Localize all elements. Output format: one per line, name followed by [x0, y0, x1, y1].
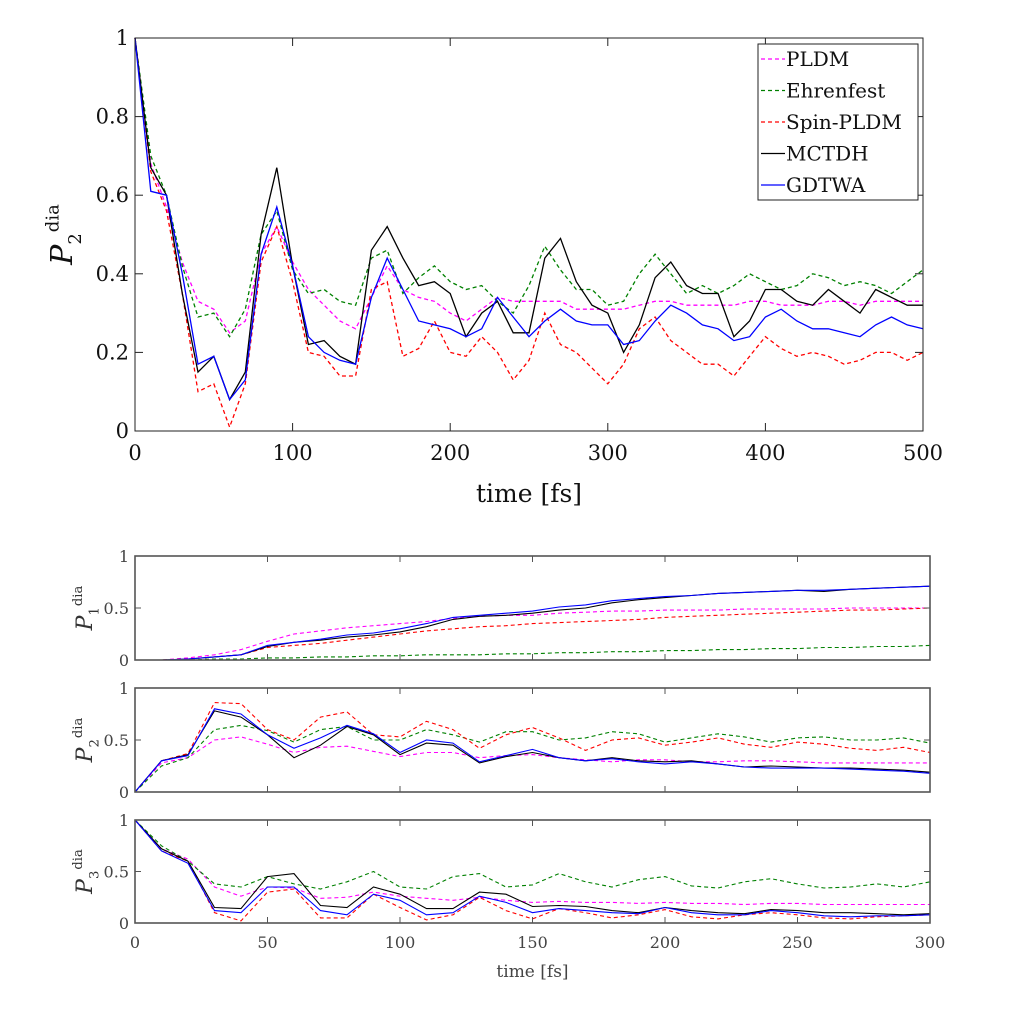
x-tick-label: 200 [430, 441, 470, 465]
y-label-sup: dia [43, 204, 64, 232]
x-tick-label: 250 [782, 933, 813, 952]
y-label-sub: 3 [88, 871, 103, 879]
series-group [134, 702, 931, 793]
x-tick-label: 0 [128, 441, 141, 465]
y-label-symbol: P [73, 878, 98, 895]
series-line-spin-pldm [134, 37, 924, 430]
x-tick-label: 100 [385, 933, 416, 952]
y-label-sub: 1 [88, 607, 103, 615]
chart-panel-1: 0 100 200 300 400 500 0 0.2 0.4 0.6 0.8 1 P2dia time … [43, 26, 944, 508]
series-group [134, 37, 924, 430]
x-tick-label: 50 [257, 933, 277, 952]
y-label-sub: 2 [65, 233, 86, 244]
legend-label: PLDM [786, 47, 849, 71]
series-line-0 [135, 607, 930, 661]
y-tick-label: 1 [119, 811, 129, 830]
x-tick-label: 150 [517, 933, 548, 952]
y-label-symbol: P [45, 244, 80, 266]
series-line-0 [134, 736, 930, 793]
y-axis-label: P2dia [71, 718, 103, 764]
x-tick-label: 400 [745, 441, 785, 465]
chart-panel-4: 0 50 100 150 200 250 300 0 0.5 1 P3dia time [fs] [71, 811, 945, 982]
series-line-2 [134, 702, 931, 793]
y-tick-label: 0.2 [96, 340, 129, 364]
y-tick-label: 0 [119, 783, 129, 802]
series-line-ehrenfest [134, 37, 924, 338]
y-tick-label: 0 [116, 419, 129, 443]
series-line-gdtwa [134, 37, 924, 401]
series-group [135, 585, 931, 661]
axes-frame [134, 687, 931, 793]
series-line-2 [134, 819, 931, 922]
y-axis-label: P3dia [71, 849, 103, 895]
y-label-sub: 2 [88, 739, 103, 747]
y-tick-label: 1 [119, 547, 129, 566]
x-tick-label: 500 [903, 441, 943, 465]
axes-frame [134, 37, 924, 432]
series-line-2 [135, 607, 931, 661]
y-tick-label: 0.5 [104, 863, 129, 882]
legend: PLDM Ehrenfest Spin-PLDM MCTDH GDTWA [757, 43, 919, 201]
y-tick-label: 1 [116, 26, 129, 50]
series-line-3 [134, 710, 931, 793]
x-tick-label: 300 [915, 933, 946, 952]
series-line-1 [134, 724, 931, 793]
axes-frame [134, 555, 931, 661]
y-tick-label: 0.8 [96, 105, 129, 129]
legend-label: Spin-PLDM [786, 110, 902, 134]
y-axis-label: P2dia [43, 204, 87, 266]
x-tick-label: 200 [650, 933, 681, 952]
y-label-sup: dia [71, 849, 86, 870]
y-tick-label: 1 [119, 679, 129, 698]
x-tick-label: 100 [273, 441, 313, 465]
x-tick-label: 300 [588, 441, 628, 465]
legend-label: Ehrenfest [786, 79, 885, 103]
series-line-4 [134, 708, 931, 793]
legend-label: MCTDH [786, 142, 869, 166]
legend-label: GDTWA [786, 173, 866, 197]
y-label-symbol: P [73, 614, 98, 631]
y-tick-label: 0.5 [104, 731, 129, 750]
y-label-symbol: P [73, 746, 98, 763]
series-line-4 [135, 585, 931, 661]
y-tick-label: 0.6 [96, 183, 129, 207]
x-axis-label: time [fs] [496, 962, 568, 982]
y-tick-label: 0.4 [96, 262, 129, 286]
series-line-4 [134, 819, 931, 918]
y-tick-label: 0 [119, 914, 129, 933]
y-label-sup: dia [71, 718, 86, 739]
series-line-mctdh [134, 37, 923, 402]
y-axis-label: P1dia [71, 586, 103, 632]
y-tick-label: 0 [119, 651, 129, 670]
x-axis-label: time [fs] [476, 479, 582, 508]
axes-frame [134, 819, 931, 924]
series-line-pldm [134, 37, 923, 334]
y-label-sup: dia [71, 586, 86, 607]
series-line-3 [134, 819, 931, 916]
y-tick-label: 0.5 [104, 599, 129, 618]
x-tick-label: 0 [130, 933, 140, 952]
series-group [134, 819, 931, 922]
chart-panel-3: 0 0.5 1 P2dia [71, 679, 931, 802]
series-line-1 [134, 819, 931, 890]
